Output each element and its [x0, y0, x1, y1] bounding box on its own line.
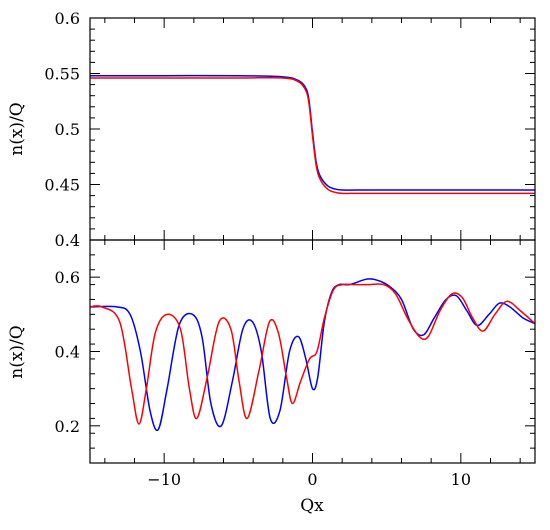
top-y-tick-label: 0.6	[55, 9, 80, 28]
top-y-tick-label: 0.55	[44, 65, 80, 84]
bottom-y-tick-labels: 0.2 0.4 0.6	[55, 268, 80, 436]
bottom-panel: 0.2 0.4 0.6 −10 0 10 n(x)/Q Qx	[7, 239, 536, 516]
bottom-curves	[89, 278, 536, 432]
top-y-axis-label: n(x)/Q	[7, 102, 27, 155]
bottom-x-tick-labels: −10 0 10	[147, 470, 471, 489]
top-y-tick-label: 0.4	[55, 231, 80, 250]
bottom-series-line-red	[89, 283, 536, 425]
bottom-y-tick-label: 0.4	[55, 343, 80, 362]
bottom-y-axis-label: n(x)/Q	[7, 325, 27, 378]
top-panel: 0.4 0.45 0.5 0.55 0.6 n(x)/Q	[7, 9, 536, 250]
bottom-y-tick-label: 0.6	[55, 268, 80, 287]
top-series-line-red	[90, 76, 535, 195]
bottom-x-tick-label: −10	[147, 470, 181, 489]
x-axis-label: Qx	[300, 496, 324, 516]
top-y-tick-label: 0.45	[44, 176, 80, 195]
bottom-x-tick-label: 0	[307, 470, 317, 489]
top-y-tick-labels: 0.4 0.45 0.5 0.55 0.6	[44, 9, 80, 250]
bottom-plot-frame	[89, 239, 536, 464]
top-curves	[89, 74, 535, 195]
bottom-y-tick-label: 0.2	[55, 417, 80, 436]
bottom-x-tick-label: 10	[451, 470, 471, 489]
bottom-ticks	[90, 239, 535, 464]
bottom-series-line-blue	[89, 278, 536, 432]
top-y-tick-label: 0.5	[55, 120, 80, 139]
